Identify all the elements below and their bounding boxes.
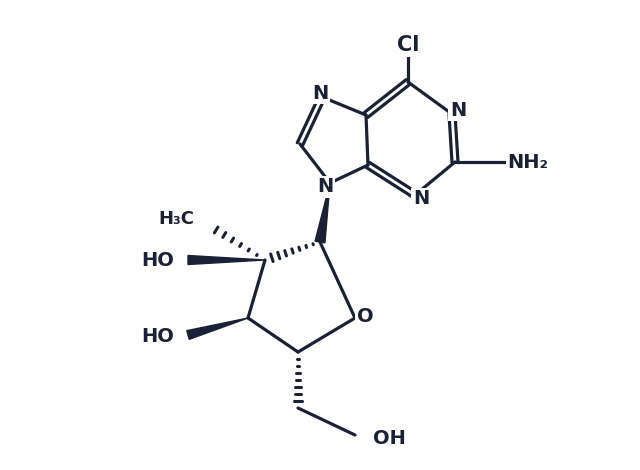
Text: N: N: [413, 189, 429, 209]
Text: N: N: [450, 101, 466, 119]
Text: HO: HO: [141, 328, 174, 346]
Text: HO: HO: [141, 251, 174, 269]
Polygon shape: [315, 183, 330, 243]
Text: Cl: Cl: [397, 35, 419, 55]
Polygon shape: [187, 318, 248, 339]
Text: O: O: [356, 306, 373, 326]
Polygon shape: [188, 256, 265, 265]
Text: OH: OH: [373, 430, 406, 448]
Text: N: N: [312, 84, 328, 102]
Text: NH₂: NH₂: [508, 152, 548, 172]
Text: H₃C: H₃C: [158, 210, 194, 228]
Text: N: N: [317, 178, 333, 196]
